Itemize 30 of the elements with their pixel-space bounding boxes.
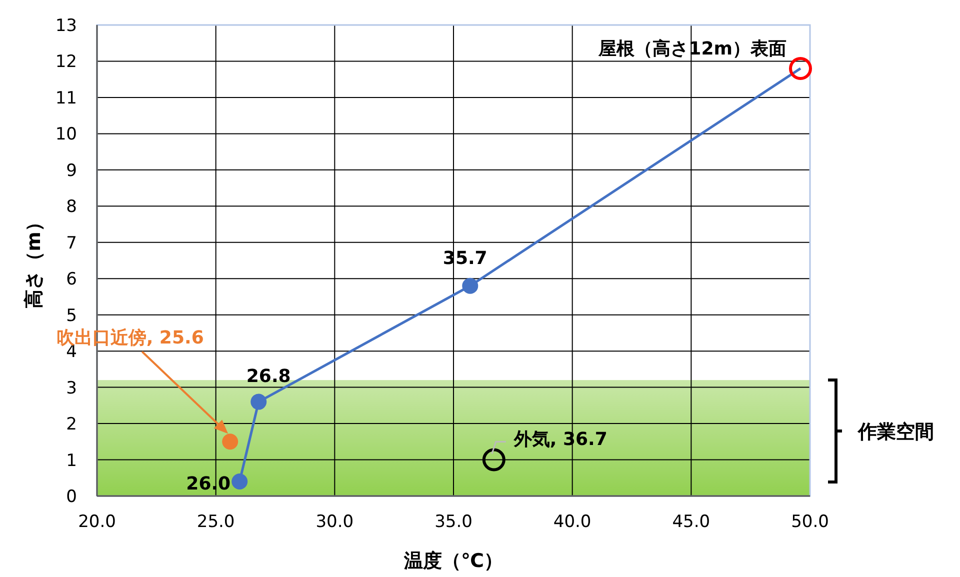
y-tick-label: 1: [66, 450, 77, 471]
y-tick-label: 10: [55, 124, 77, 145]
x-tick-label: 45.0: [672, 512, 710, 532]
y-tick-label: 5: [66, 306, 77, 326]
x-tick-label: 35.0: [434, 512, 472, 532]
y-tick-label: 13: [55, 16, 77, 36]
y-tick-label: 3: [66, 378, 77, 398]
x-tick-label: 50.0: [791, 512, 829, 532]
y-tick-label: 7: [66, 233, 77, 254]
label: 26.8: [246, 366, 291, 387]
band-label: 作業空間: [857, 421, 934, 444]
point: [222, 434, 238, 450]
point: [232, 474, 248, 490]
x-tick-label: 30.0: [316, 512, 354, 532]
y-tick-label: 0: [66, 487, 77, 507]
point: [462, 278, 478, 294]
point: [250, 394, 267, 410]
x-tick-label: 40.0: [553, 512, 592, 532]
x-tick-label: 25.0: [196, 512, 235, 532]
y-tick-label: 9: [66, 160, 77, 181]
y-axis-title: 高さ（m）: [23, 212, 45, 308]
y-tick-label: 2: [66, 414, 77, 435]
x-axis-title: 温度（℃）: [402, 550, 504, 572]
y-tick-label: 12: [55, 52, 77, 72]
y-tick-label: 6: [66, 270, 77, 290]
point: [482, 448, 506, 472]
y-tick-label: 11: [55, 88, 77, 108]
y-tick-label: 8: [66, 197, 77, 218]
x-tick-label: 20.0: [78, 512, 116, 532]
point: [788, 56, 812, 80]
